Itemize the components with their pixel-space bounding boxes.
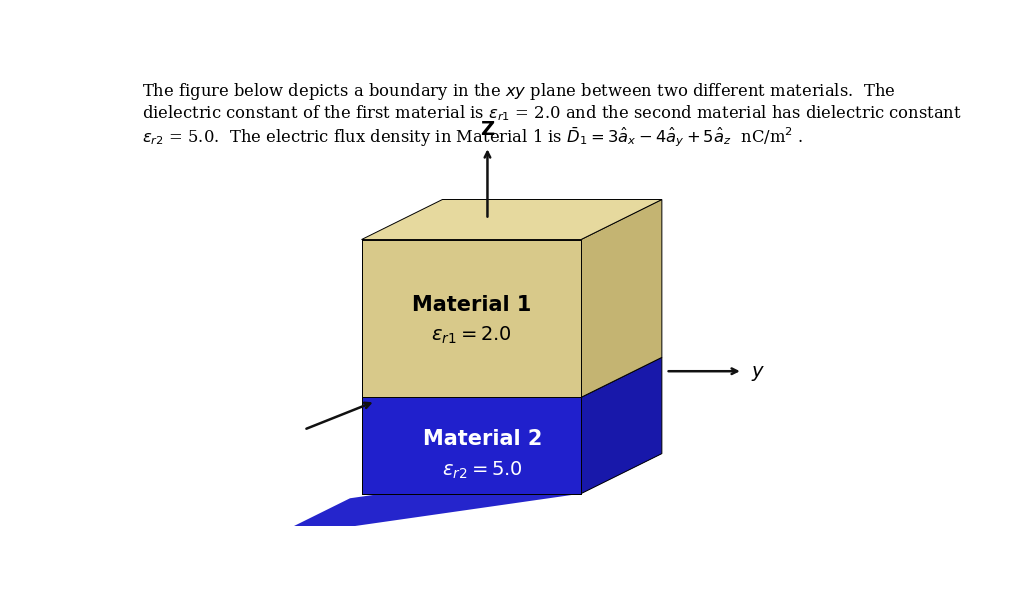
Text: The figure below depicts a boundary in the $xy$ plane between two different mate: The figure below depicts a boundary in t… <box>142 81 896 102</box>
Text: Material 2: Material 2 <box>423 430 542 449</box>
Polygon shape <box>361 239 581 397</box>
Polygon shape <box>581 358 662 493</box>
Text: $\varepsilon_{r2} = 5.0$: $\varepsilon_{r2} = 5.0$ <box>441 460 522 481</box>
Polygon shape <box>361 397 581 493</box>
Text: dielectric constant of the first material is $\varepsilon_{r1}$ = 2.0 and the se: dielectric constant of the first materia… <box>142 103 962 123</box>
Text: $\varepsilon_{r2}$ = 5.0.  The electric flux density in Material 1 is $\bar{D}_1: $\varepsilon_{r2}$ = 5.0. The electric f… <box>142 126 804 150</box>
Text: $\varepsilon_{r1} = 2.0$: $\varepsilon_{r1} = 2.0$ <box>431 325 512 346</box>
Text: x: x <box>292 439 304 458</box>
Polygon shape <box>581 200 662 397</box>
Text: y: y <box>752 362 764 381</box>
Text: Material 1: Material 1 <box>412 295 531 314</box>
Polygon shape <box>361 200 662 239</box>
Text: Z: Z <box>480 120 495 139</box>
Polygon shape <box>269 454 662 538</box>
